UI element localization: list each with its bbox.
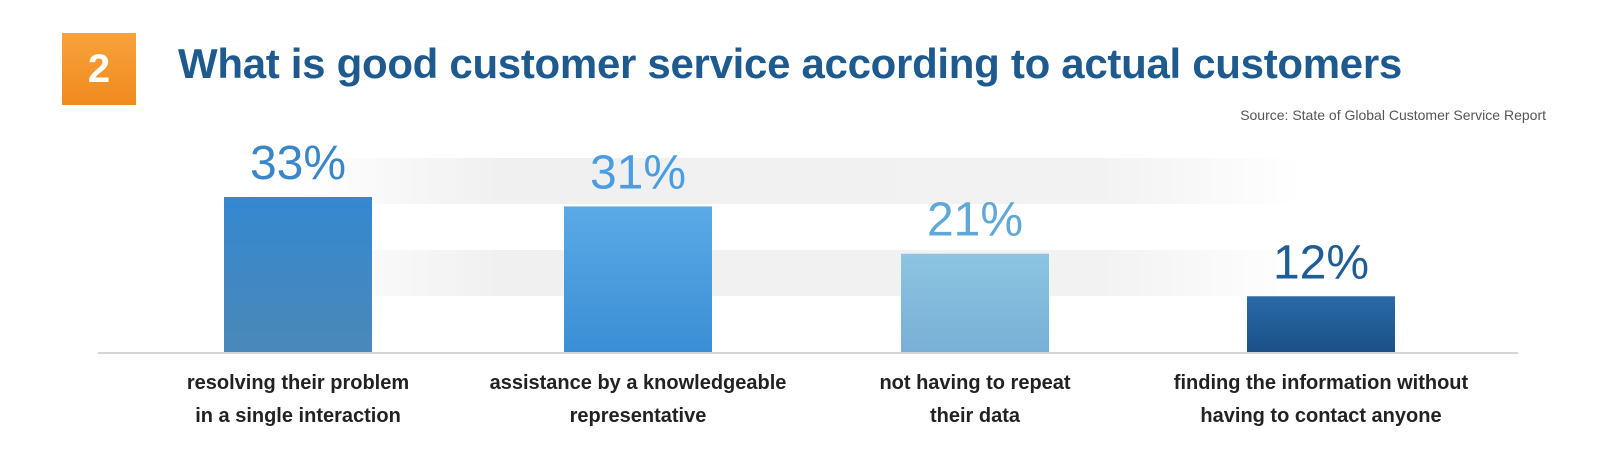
category-label-line: assistance by a knowledgeable xyxy=(489,372,787,394)
category-label-line: having to contact anyone xyxy=(1200,405,1442,427)
category-label-line: in a single interaction xyxy=(195,405,401,427)
background-band-bottom xyxy=(300,250,1300,296)
chart-title: What is good customer service according … xyxy=(178,40,1402,87)
category-label-2: assistance by a knowledgeable representat… xyxy=(468,367,808,433)
category-label-line: not having to repeat xyxy=(879,372,1071,394)
category-label-line: finding the information without xyxy=(1173,372,1469,394)
bar-1 xyxy=(224,197,372,353)
bar-3 xyxy=(901,253,1049,353)
bar-2 xyxy=(564,206,712,353)
category-label-line: resolving their problem xyxy=(186,372,410,394)
source-note: Source: State of Global Customer Service… xyxy=(1240,107,1546,123)
value-label-4: 12% xyxy=(1273,236,1369,289)
bar-4 xyxy=(1247,296,1395,353)
section-number-badge: 2 xyxy=(62,33,136,105)
value-label-1: 33% xyxy=(250,137,346,190)
value-label-2: 31% xyxy=(590,146,686,199)
category-label-line: representative xyxy=(569,405,707,427)
background-band-top xyxy=(300,158,1300,204)
category-label-1: resolving their problem in a single inter… xyxy=(128,367,468,433)
category-label-line: their data xyxy=(929,405,1021,427)
category-label-3: not having to repeat their data xyxy=(805,367,1145,433)
category-label-4: finding the information without having to… xyxy=(1151,367,1491,433)
badge-number: 2 xyxy=(87,46,111,91)
value-label-3: 21% xyxy=(927,194,1023,247)
